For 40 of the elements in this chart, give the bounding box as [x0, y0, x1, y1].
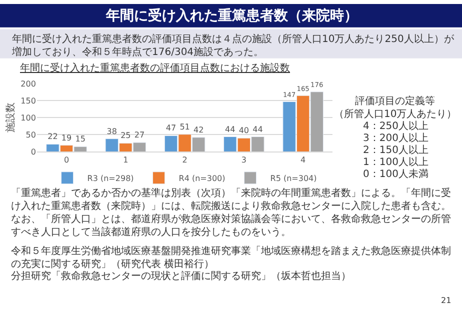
x-tick-label: 0: [64, 155, 70, 164]
text: 令和５年度厚生労働省地域医療基盤開発推進研究事業「地域医療構想を踏まえた救急医療提供体制の充実に関する研究」（研究代表 横田裕行）: [11, 245, 451, 270]
legend-label: R3 (n=298): [87, 174, 134, 184]
data-label: 42: [194, 125, 204, 134]
text: 21: [441, 296, 452, 305]
text: 2：150人以上: [363, 144, 428, 156]
y-tick-label: 150: [20, 96, 36, 106]
data-label: 15: [75, 134, 86, 144]
text: 4：250人以上: [363, 120, 428, 132]
x-tick-label: 4: [300, 155, 306, 164]
data-label: 40: [238, 126, 250, 136]
text: 「重篤患者」であるか否かの基準は別表（次項）「来院時の年間重篤患者数」による。「年間に受け入れた重篤患者数（来院時）」には、転院搬送により救命救急センターに入院した患者も含む。なお、「所管人口」とは、都道府県が救急医療対策協議会等において、各救命救急センターの所管すべき人口として当該都道府県の人口を按分したものをいう。: [11, 187, 451, 238]
legend-label: R5 (n=304): [270, 174, 317, 184]
data-label: 27: [134, 130, 145, 140]
data-label: 19: [61, 133, 72, 142]
data-label: 22: [48, 132, 58, 142]
chart-subtitle: 年間に受け入れた重篤患者数の評価項目点数における施設数: [20, 62, 290, 74]
x-tick-label: 3: [241, 155, 246, 164]
text: 1：100人以上: [363, 156, 428, 168]
y-tick-label: 50: [26, 130, 36, 140]
y-tick-label: 200: [20, 79, 36, 88]
text: 3：200人以上: [363, 132, 428, 144]
x-tick-label: 1: [123, 155, 128, 164]
data-label: 25: [120, 131, 131, 140]
text: 0：100人未満: [363, 168, 428, 180]
data-label: 44: [252, 124, 263, 134]
legend-label: R4 (n=300): [178, 174, 226, 184]
text: 評価項目の定義等: [355, 95, 435, 107]
chart-title: 年間に受け入れた重篤患者数（来院時）: [105, 7, 358, 24]
data-label: 38: [106, 126, 117, 136]
y-tick-label: 0: [30, 148, 36, 157]
x-tick-label: 2: [182, 155, 188, 164]
y-tick-label: 100: [20, 114, 36, 123]
text: 年間に受け入れた重篤患者数の評価項目点数は４点の施設（所管人口10万人あたり250人以上）が増加しており、令和５年時点で176/304施設であった。: [11, 33, 455, 58]
data-label: 51: [180, 122, 190, 132]
data-label: 44: [225, 124, 236, 134]
y-axis-title: 施設数: [4, 102, 17, 133]
text: 分担研究「救命救急センターの現状と評価に関する研究」（坂本哲也担当）: [11, 270, 351, 282]
text: （所管人口10万人あたり）: [334, 108, 457, 120]
data-label: 47: [166, 124, 176, 133]
